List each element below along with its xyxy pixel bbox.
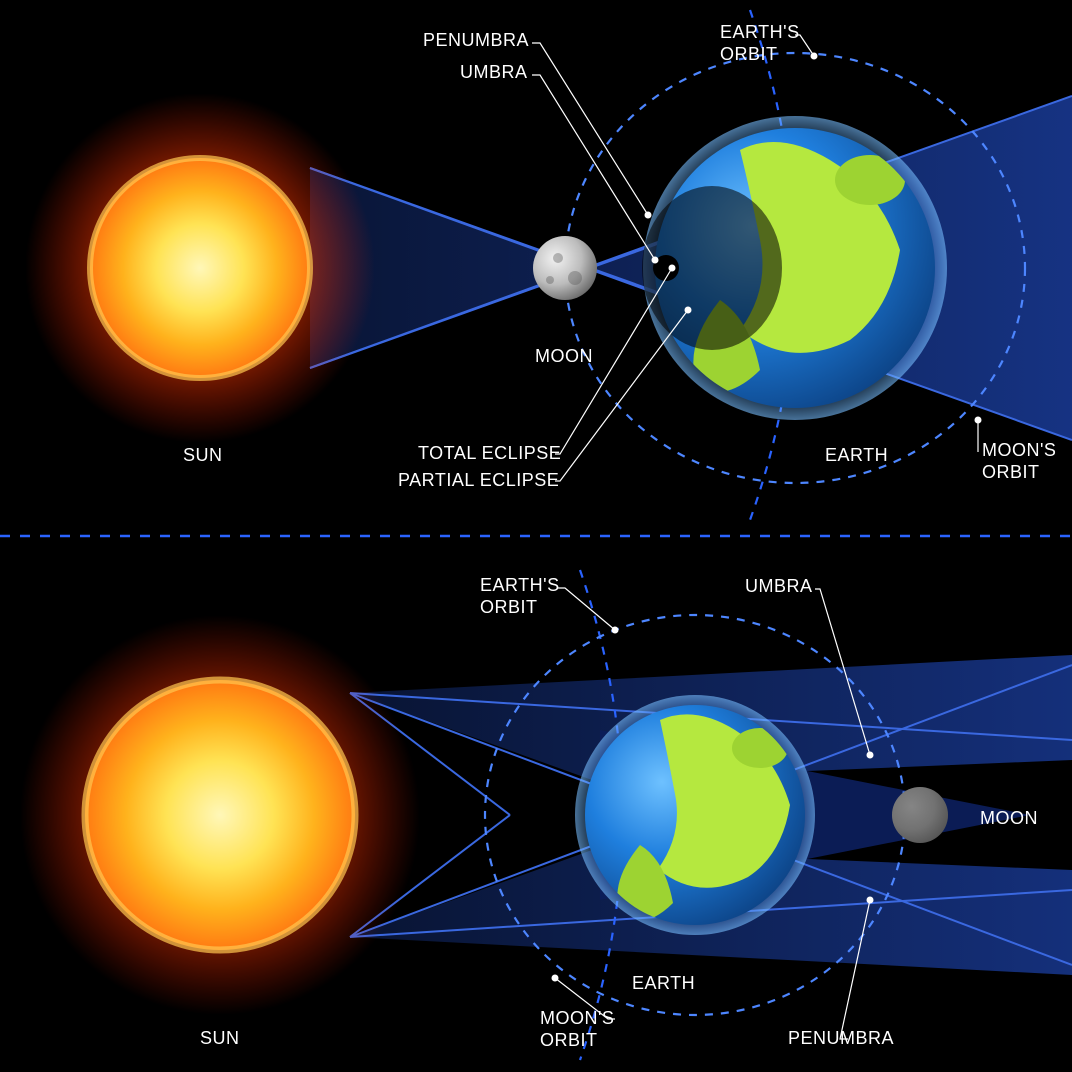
solar-leaders xyxy=(532,35,982,481)
solar-moon-orbit-label: MOON'S ORBIT xyxy=(982,440,1056,483)
solar-penumbra-label: PENUMBRA xyxy=(423,30,529,52)
eclipse-diagram: SUN MOON EARTH PENUMBRA UMBRA TOTAL ECLI… xyxy=(0,0,1072,1072)
solar-sun xyxy=(90,158,310,378)
lunar-earth xyxy=(585,705,805,925)
solar-light-cone xyxy=(310,96,1072,440)
lunar-leaders xyxy=(552,588,874,1039)
lunar-moon-label: MOON xyxy=(980,808,1038,830)
lunar-earth-atmo xyxy=(575,695,815,935)
lunar-light-cone-bottom xyxy=(350,850,1072,975)
solar-earth-atmo xyxy=(643,116,947,420)
lunar-sun xyxy=(85,680,355,950)
lunar-earth-orbit-label: EARTH'S ORBIT xyxy=(480,575,560,618)
solar-earth-orbit xyxy=(750,10,795,520)
lunar-moon-orbit-label: MOON'S ORBIT xyxy=(540,1008,614,1051)
lunar-sun-label: SUN xyxy=(200,1028,240,1050)
solar-moon-orbit xyxy=(565,53,1025,483)
lunar-earth-land xyxy=(617,714,790,922)
solar-partial-label: PARTIAL ECLIPSE xyxy=(398,470,559,492)
lunar-umbra xyxy=(600,730,1030,900)
solar-umbra-shadow xyxy=(653,255,679,281)
solar-sun-label: SUN xyxy=(183,445,223,467)
lunar-earth-label: EARTH xyxy=(632,973,695,995)
solar-penumbra-shadow xyxy=(642,186,782,350)
solar-earth-orbit-label: EARTH'S ORBIT xyxy=(720,22,800,65)
lunar-penumbra-label: PENUMBRA xyxy=(788,1028,894,1050)
solar-umbra-label: UMBRA xyxy=(460,62,528,84)
lunar-moon xyxy=(892,787,948,843)
lunar-moon-orbit xyxy=(485,615,905,1015)
solar-total-label: TOTAL ECLIPSE xyxy=(418,443,561,465)
lunar-umbra-label: UMBRA xyxy=(745,576,813,598)
solar-earth-land xyxy=(693,142,905,393)
lunar-earth-orbit xyxy=(580,570,623,1060)
solar-moon-label: MOON xyxy=(535,346,593,368)
lunar-light-cone-top xyxy=(350,655,1072,780)
lunar-sun-glow xyxy=(20,615,420,1015)
diagram-svg xyxy=(0,0,1072,1072)
solar-earth xyxy=(655,128,935,408)
solar-sun-glow xyxy=(25,93,375,443)
solar-moon xyxy=(533,236,597,300)
solar-earth-label: EARTH xyxy=(825,445,888,467)
